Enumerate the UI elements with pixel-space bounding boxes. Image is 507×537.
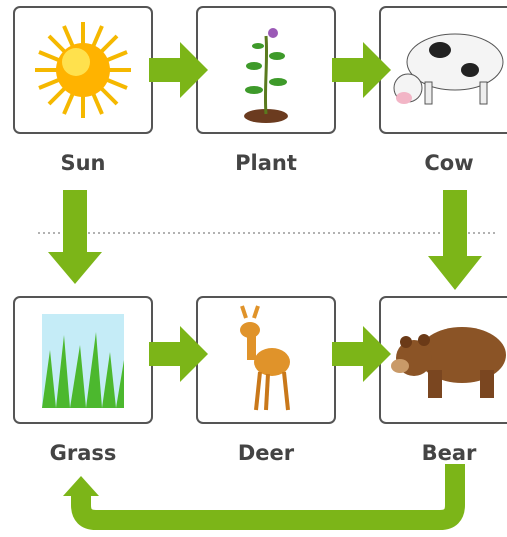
arrow	[48, 190, 102, 284]
node-label: Plant	[235, 151, 297, 175]
bear-icon	[391, 327, 506, 398]
arrow	[149, 326, 208, 382]
arrow-head	[63, 476, 99, 496]
node-label: Cow	[424, 151, 473, 175]
arrow	[332, 326, 391, 382]
plant-icon	[244, 28, 288, 123]
arrow	[332, 42, 391, 98]
cow-icon	[393, 33, 504, 105]
node-label: Sun	[60, 151, 105, 175]
arrow	[149, 42, 208, 98]
deer-icon	[240, 305, 290, 411]
sun-icon	[35, 22, 131, 118]
grass-icon	[42, 314, 124, 408]
return-arrow	[71, 464, 465, 530]
node-label: Deer	[238, 441, 295, 465]
node-label: Grass	[50, 441, 117, 465]
node-label: Bear	[422, 441, 477, 465]
arrow	[428, 190, 482, 290]
